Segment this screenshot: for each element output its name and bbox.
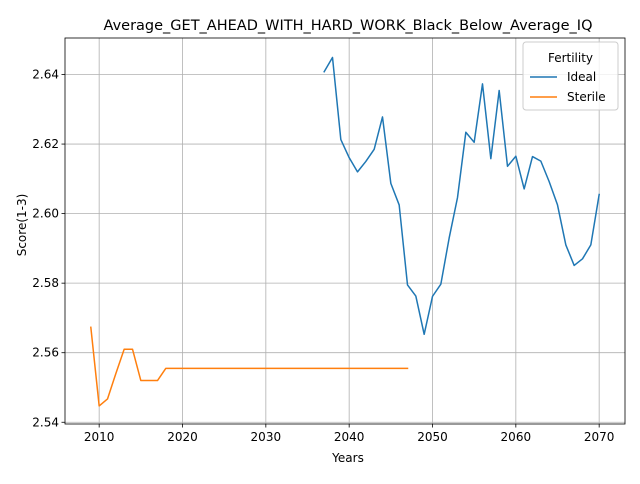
- x-tick-label: 2060: [501, 430, 532, 444]
- x-tick-label: 2050: [417, 430, 448, 444]
- y-axis-label: Score(1-3): [15, 194, 29, 257]
- chart-title: Average_GET_AHEAD_WITH_HARD_WORK_Black_B…: [104, 18, 593, 34]
- legend-box: [522, 41, 619, 111]
- x-tick-label: 2030: [251, 430, 282, 444]
- legend-title: Fertility: [548, 51, 593, 65]
- y-tick-label: 2.56: [32, 346, 59, 360]
- x-tick-label: 2020: [167, 430, 198, 444]
- y-tick-label: 2.60: [32, 207, 59, 221]
- y-tick-label: 2.58: [32, 276, 59, 290]
- x-tick-label: 2070: [584, 430, 615, 444]
- axis-ticks: 2010 2020 2030 2040 2050 2060 2070 2.54 2.56 2.58…: [32, 68, 614, 444]
- series-line-sterile: [90, 326, 409, 407]
- legend-label-sterile: Sterile: [567, 90, 606, 104]
- legend-label-ideal: Ideal: [567, 70, 596, 84]
- y-tick-label: 2.54: [32, 415, 59, 429]
- x-tick-label: 2040: [334, 430, 365, 444]
- series-line-ideal: [323, 56, 601, 336]
- series-lines: [90, 56, 601, 407]
- plot-area-frame: [64, 37, 626, 425]
- x-tick-label: 2010: [84, 430, 115, 444]
- x-axis-label: Years: [331, 451, 364, 465]
- legend: Fertility Ideal Sterile: [522, 41, 619, 111]
- y-tick-label: 2.64: [32, 68, 59, 82]
- y-tick-label: 2.62: [32, 137, 59, 151]
